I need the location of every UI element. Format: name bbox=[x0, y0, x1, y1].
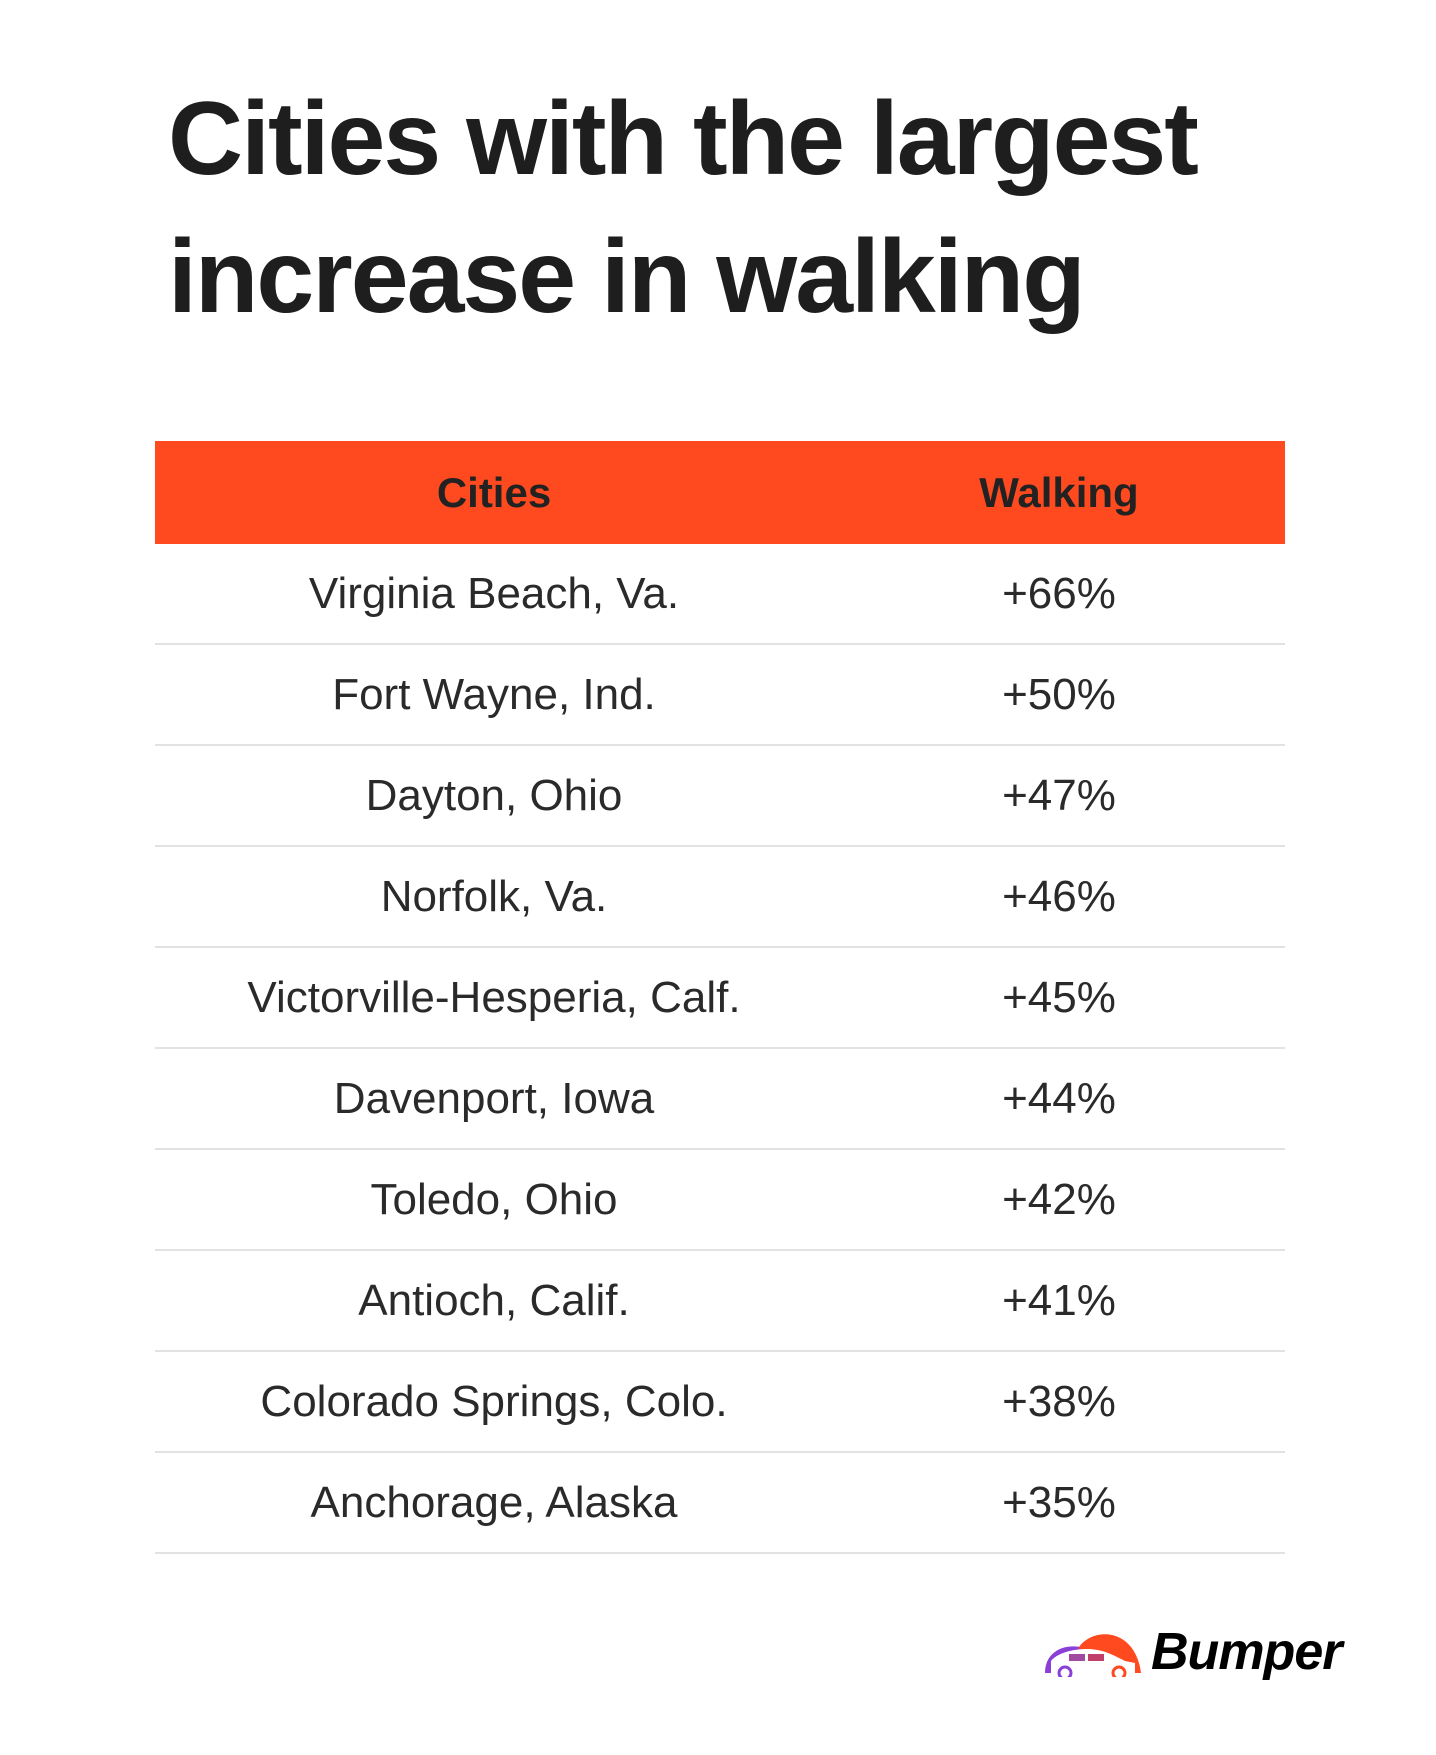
walking-cell: +35% bbox=[833, 1452, 1285, 1554]
table-header-row: Cities Walking bbox=[155, 441, 1285, 544]
walking-cell: +41% bbox=[833, 1250, 1285, 1352]
table-row: Virginia Beach, Va. +66% bbox=[155, 544, 1285, 645]
city-cell: Dayton, Ohio bbox=[155, 745, 833, 847]
walking-cell: +46% bbox=[833, 846, 1285, 948]
city-cell: Anchorage, Alaska bbox=[155, 1452, 833, 1554]
bumper-logo: Bumper bbox=[1043, 1622, 1342, 1682]
logo-text: Bumper bbox=[1151, 1623, 1342, 1681]
walking-cell: +38% bbox=[833, 1351, 1285, 1453]
city-cell: Davenport, Iowa bbox=[155, 1048, 833, 1150]
table-row: Antioch, Calif. +41% bbox=[155, 1250, 1285, 1352]
table-row: Anchorage, Alaska +35% bbox=[155, 1452, 1285, 1554]
city-cell: Norfolk, Va. bbox=[155, 846, 833, 948]
table-row: Colorado Springs, Colo. +38% bbox=[155, 1351, 1285, 1453]
table-row: Dayton, Ohio +47% bbox=[155, 745, 1285, 847]
city-cell: Antioch, Calif. bbox=[155, 1250, 833, 1352]
walking-cell: +66% bbox=[833, 544, 1285, 645]
city-cell: Colorado Springs, Colo. bbox=[155, 1351, 833, 1453]
walking-cell: +42% bbox=[833, 1149, 1285, 1251]
walking-cell: +44% bbox=[833, 1048, 1285, 1150]
header-cities: Cities bbox=[155, 441, 833, 544]
walking-cell: +47% bbox=[833, 745, 1285, 847]
city-cell: Victorville-Hesperia, Calf. bbox=[155, 947, 833, 1049]
table-row: Fort Wayne, Ind. +50% bbox=[155, 644, 1285, 746]
page-title: Cities with the largest increase in walk… bbox=[168, 81, 1199, 335]
table-row: Davenport, Iowa +44% bbox=[155, 1048, 1285, 1150]
city-cell: Virginia Beach, Va. bbox=[155, 544, 833, 645]
table-row: Victorville-Hesperia, Calf. +45% bbox=[155, 947, 1285, 1049]
header-walking: Walking bbox=[833, 441, 1285, 544]
city-cell: Fort Wayne, Ind. bbox=[155, 644, 833, 746]
table-row: Norfolk, Va. +46% bbox=[155, 846, 1285, 948]
walking-cell: +50% bbox=[833, 644, 1285, 746]
cities-table: Cities Walking Virginia Beach, Va. +66% Fo… bbox=[155, 441, 1285, 1554]
car-logo-icon bbox=[1045, 1634, 1141, 1677]
table-row: Toledo, Ohio +42% bbox=[155, 1149, 1285, 1251]
city-cell: Toledo, Ohio bbox=[155, 1149, 833, 1251]
walking-cell: +45% bbox=[833, 947, 1285, 1049]
